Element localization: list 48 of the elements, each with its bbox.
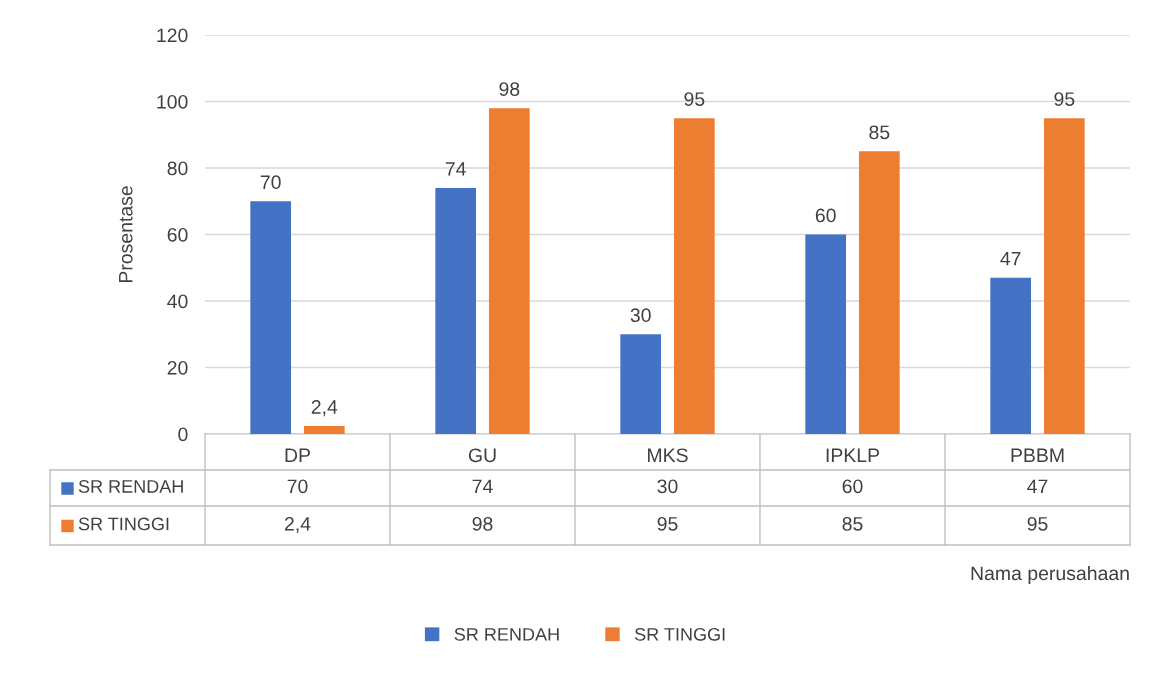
text: 47 (1000, 251, 1021, 266)
data-label: 74 (472, 479, 493, 494)
bar (303, 426, 345, 434)
x-tick-label: PBBM (1011, 448, 1064, 462)
bar (990, 277, 1032, 434)
y-tick-label: 120 (157, 28, 188, 43)
y-axis-title: Prosentase (119, 186, 133, 283)
data-label: 70 (287, 479, 308, 494)
text: 95 (684, 92, 705, 106)
text: 74 (445, 162, 466, 176)
x-tick-label: DP (285, 448, 310, 462)
legend-label: SR RENDAH (78, 480, 183, 493)
text: 70 (260, 175, 281, 190)
data-label: 95 (1027, 516, 1048, 531)
text: 98 (499, 82, 520, 96)
data-label: 98 (472, 516, 493, 531)
x-tick-label: MKS (648, 448, 688, 463)
y-tick-label: 100 (157, 94, 188, 109)
data-label: 85 (842, 516, 863, 531)
x-tick-label: GU (468, 448, 496, 463)
text: 30 (630, 308, 651, 323)
bar (1043, 118, 1085, 434)
data-label: 30 (657, 479, 678, 494)
y-tick-label: 80 (167, 161, 188, 176)
bar (250, 201, 292, 434)
text: 95 (1054, 92, 1075, 106)
data-label: 60 (842, 479, 863, 494)
x-tick-label: IPKLP (826, 448, 880, 462)
text: 60 (815, 208, 836, 223)
text: 2,4 (311, 400, 338, 417)
data-label: 47 (1027, 479, 1048, 494)
bar (858, 151, 900, 434)
text: 85 (869, 125, 890, 140)
y-tick-label: 40 (167, 294, 188, 309)
legend-label: SR TINGGI (78, 517, 169, 531)
y-tick-label: 60 (167, 227, 188, 242)
bar (488, 108, 530, 434)
text: Nama perusahaan (971, 565, 1129, 585)
text: SR TINGGI (634, 627, 725, 641)
bar (673, 118, 715, 434)
data-label: 95 (657, 516, 678, 531)
text: SR RENDAH (454, 627, 559, 641)
y-tick-label: 0 (178, 427, 188, 442)
bar (805, 234, 847, 434)
bar (435, 187, 477, 434)
bar (620, 334, 662, 434)
data-label: 2,4 (284, 516, 311, 534)
y-tick-label: 20 (167, 360, 188, 375)
